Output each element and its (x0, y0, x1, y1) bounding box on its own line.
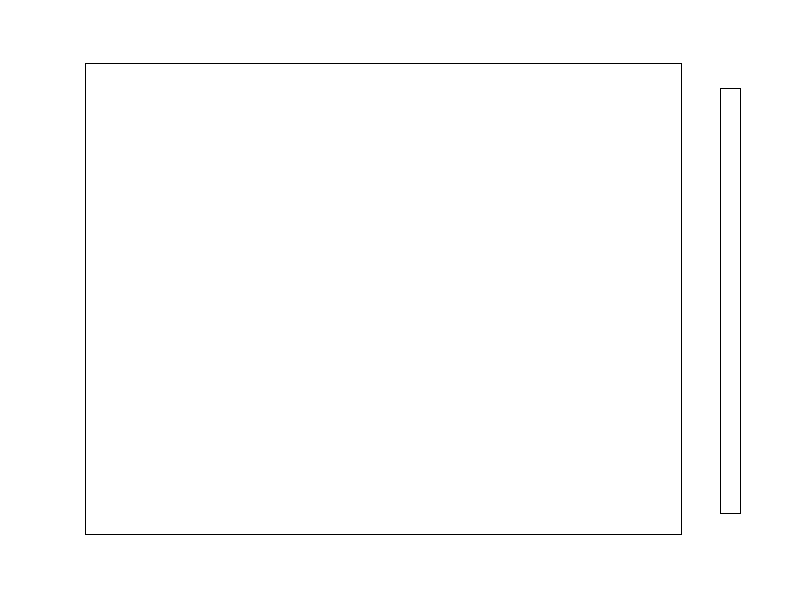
colorbar (720, 88, 741, 514)
scatter-plot-canvas (86, 64, 681, 534)
plot-inner (86, 64, 681, 534)
plot-area (85, 63, 682, 535)
colorbar-gradient (720, 88, 741, 514)
